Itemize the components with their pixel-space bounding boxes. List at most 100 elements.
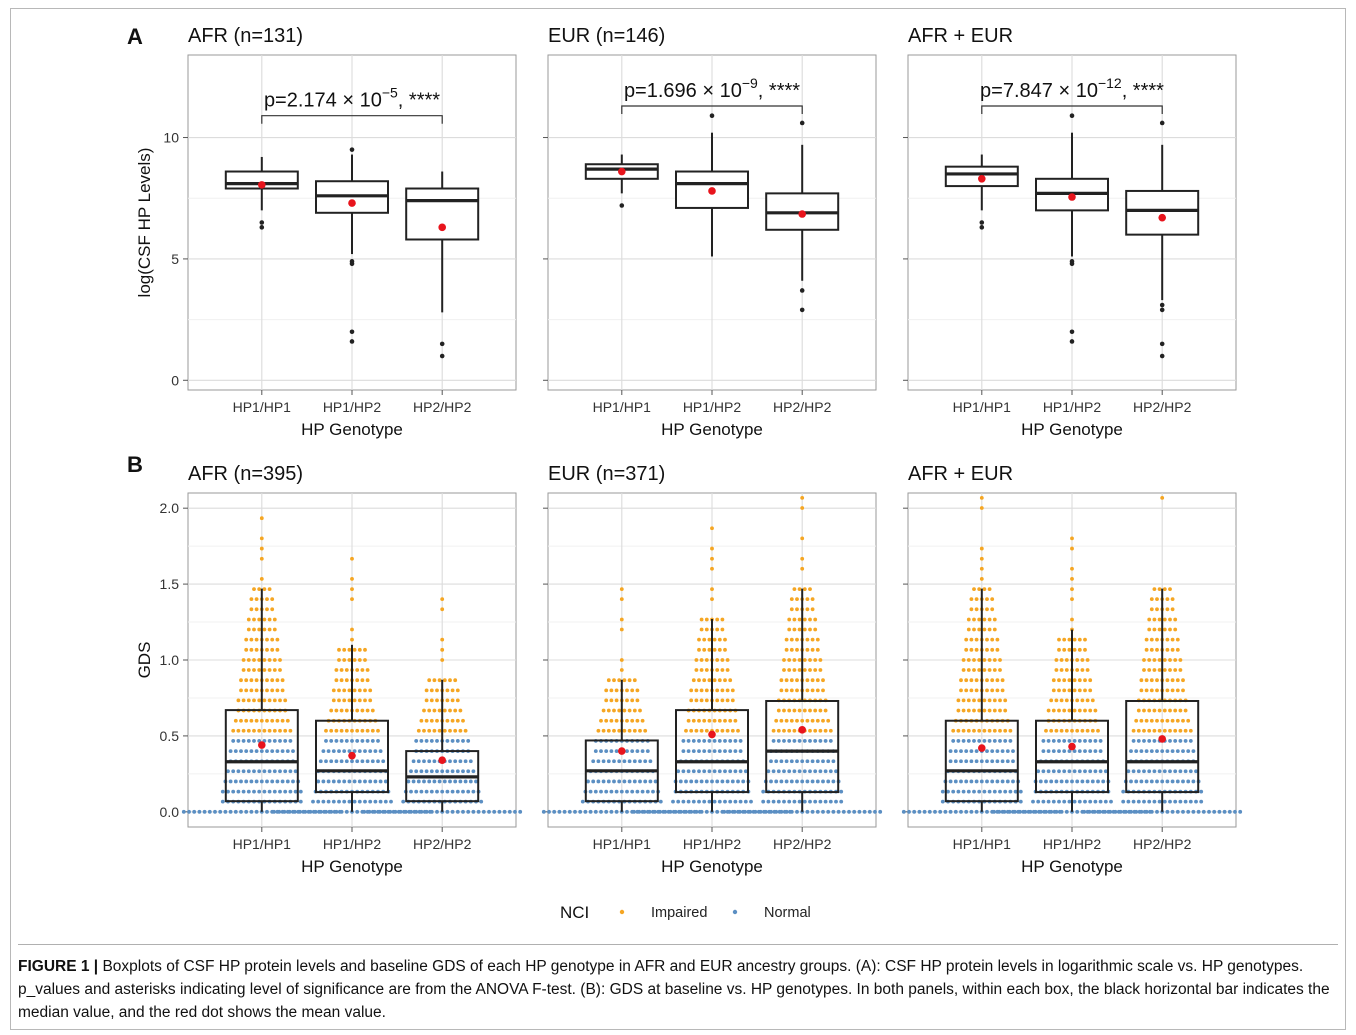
swarm-point <box>1178 769 1183 774</box>
swarm-point <box>1175 688 1180 693</box>
swarm-point <box>246 698 251 703</box>
swarm-point <box>254 749 259 753</box>
swarm-point <box>1170 597 1175 602</box>
swarm-point <box>599 718 603 723</box>
swarm-point <box>704 698 709 703</box>
swarm-point <box>956 698 961 703</box>
swarm-point <box>1098 739 1103 743</box>
swarm-point <box>1109 799 1113 804</box>
swarm-point <box>627 779 632 784</box>
swarm-point <box>1152 587 1157 592</box>
swarm-point <box>612 779 616 784</box>
swarm-point <box>697 749 701 753</box>
swarm-point <box>725 658 730 662</box>
swarm-point <box>972 587 976 592</box>
swarm-point <box>998 728 1002 733</box>
swarm-point <box>728 799 733 804</box>
swarm-point <box>715 668 720 672</box>
swarm-point <box>805 607 810 612</box>
swarm-point <box>748 809 753 814</box>
swarm-point <box>787 728 792 733</box>
swarm-point <box>800 566 805 571</box>
swarm-point <box>940 789 945 794</box>
swarm-point <box>1072 739 1077 743</box>
swarm-point <box>435 698 439 703</box>
swarm-point <box>265 809 269 814</box>
swarm-point <box>625 718 629 723</box>
swarm-point <box>728 769 733 774</box>
swarm-point <box>1134 809 1139 814</box>
swarm-point <box>1059 728 1064 733</box>
swarm-point <box>241 668 246 672</box>
swarm-point <box>784 718 789 723</box>
swarm-point <box>810 809 815 814</box>
swarm-point <box>782 668 786 672</box>
swarm-point <box>776 799 781 804</box>
swarm-point <box>252 739 256 743</box>
swarm-point <box>699 668 704 672</box>
swarm-point <box>1173 728 1178 733</box>
swarm-point <box>707 678 712 683</box>
swarm-point <box>1173 658 1178 662</box>
swarm-point <box>948 809 953 814</box>
legend-normal-marker <box>732 909 738 915</box>
swarm-point <box>784 809 789 814</box>
swarm-point <box>448 678 452 683</box>
swarm-point <box>956 739 961 743</box>
swarm-point <box>1070 577 1074 581</box>
swarm-point <box>432 728 437 733</box>
swarm-point <box>738 749 743 753</box>
swarm-point <box>1059 658 1064 662</box>
swarm-point <box>818 708 823 713</box>
swarm-point <box>1183 739 1188 743</box>
swarm-point <box>1083 749 1087 753</box>
swarm-point <box>291 779 295 784</box>
swarm-point <box>795 607 799 612</box>
legend-normal-label: Normal <box>764 905 811 921</box>
swarm-point <box>1162 627 1167 632</box>
swarm-point <box>940 799 945 804</box>
swarm-point <box>445 789 450 794</box>
swarm-point <box>728 718 733 723</box>
swarm-point <box>448 708 452 713</box>
swarm-point <box>365 708 370 713</box>
swarm-point <box>1149 779 1154 784</box>
swarm-point <box>518 809 523 814</box>
swarm-point <box>344 759 349 764</box>
swarm-point <box>1077 647 1082 652</box>
swarm-point <box>1142 799 1146 804</box>
swarm-point <box>1139 678 1144 683</box>
swarm-point <box>617 728 622 733</box>
swarm-point <box>440 658 445 662</box>
swarm-point <box>797 627 802 632</box>
swarm-point <box>429 698 434 703</box>
swarm-point <box>951 728 956 733</box>
swarm-point <box>1175 809 1180 814</box>
swarm-point <box>617 678 622 683</box>
swarm-point <box>567 809 572 814</box>
swarm-point <box>363 779 367 784</box>
swarm-point <box>712 637 717 642</box>
swarm-point <box>445 718 450 723</box>
swarm-point <box>257 658 262 662</box>
swarm-point <box>953 779 958 784</box>
swarm-point <box>712 718 717 723</box>
swarm-point <box>1142 769 1146 774</box>
swarm-point <box>1155 749 1159 753</box>
swarm-point <box>453 708 458 713</box>
swarm-point <box>992 627 997 632</box>
caption-divider <box>18 944 1338 945</box>
swarm-point <box>686 769 691 774</box>
swarm-point <box>826 759 831 764</box>
swarm-point <box>337 779 341 784</box>
swarm-point <box>435 789 439 794</box>
swarm-point <box>1092 809 1097 814</box>
swarm-point <box>440 637 445 642</box>
swarm-point <box>789 607 794 612</box>
swarm-point <box>977 728 982 733</box>
swarm-point <box>1227 809 1232 814</box>
swarm-point <box>435 769 439 774</box>
swarm-point <box>606 759 611 764</box>
swarm-point <box>233 749 238 753</box>
swarm-point <box>951 789 956 794</box>
